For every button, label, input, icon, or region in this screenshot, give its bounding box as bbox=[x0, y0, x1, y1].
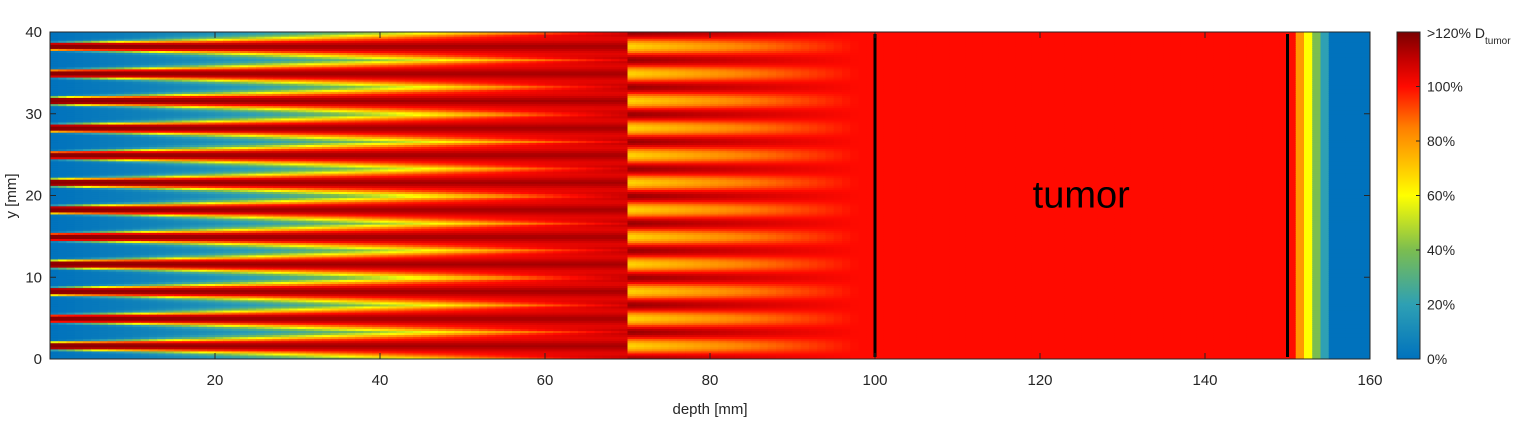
dose-heatmap bbox=[50, 32, 1371, 360]
